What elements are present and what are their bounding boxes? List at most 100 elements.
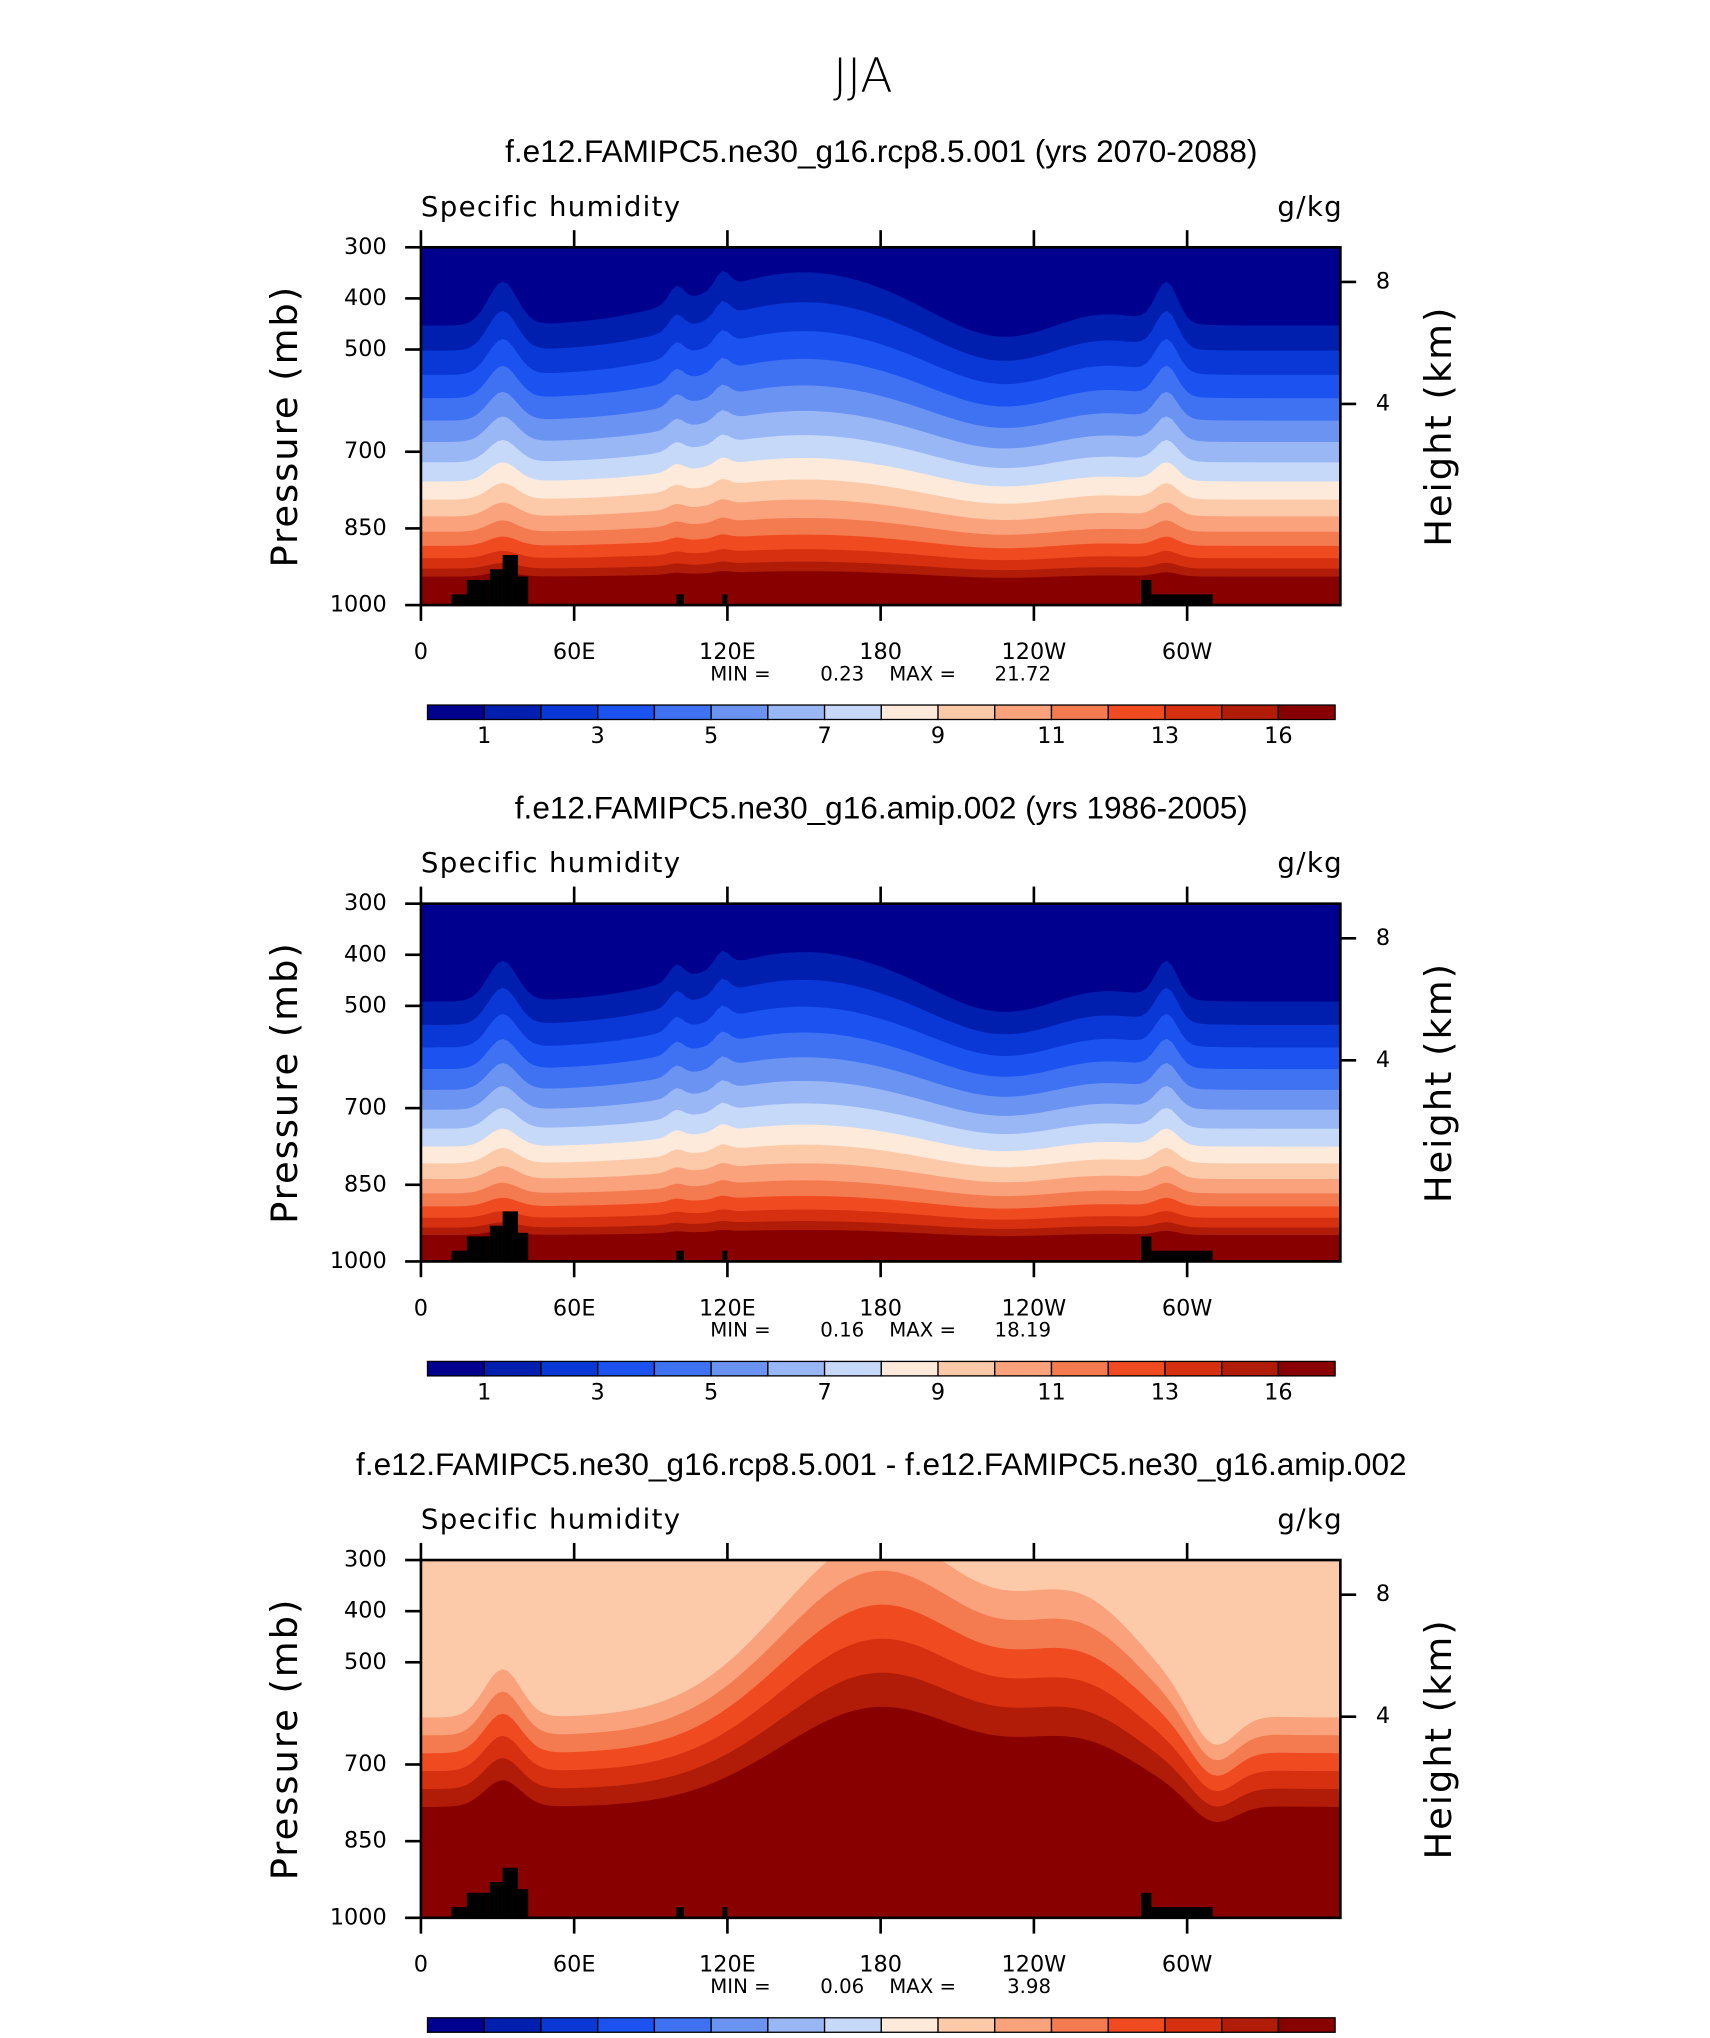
colorbar-box — [426, 2017, 485, 2033]
terrain — [722, 594, 728, 606]
min-value: 0.06 — [820, 1975, 864, 1998]
x-tick-label: 120W — [1001, 1952, 1066, 1978]
colorbar-label: −1.5 — [514, 2036, 568, 2038]
min-label: MIN = — [710, 1319, 770, 1342]
x-tick-label: 180 — [859, 1952, 902, 1978]
colorbar-box — [1050, 704, 1109, 721]
y2-tick-label: 8 — [1376, 925, 1390, 951]
panel-title: f.e12.FAMIPC5.ne30_g16.rcp8.5.001 - f.e1… — [356, 1446, 1406, 1482]
x-tick-label: 60W — [1162, 639, 1213, 665]
y-tick-label: 400 — [344, 941, 387, 967]
y-axis-label: Pressure (mb) — [263, 285, 306, 568]
colorbar-box — [1164, 704, 1223, 721]
colorbar-box — [767, 1360, 826, 1377]
x-tick-label: 60E — [553, 1952, 596, 1978]
min-label: MIN = — [710, 1975, 770, 1998]
y2-tick-label: 4 — [1376, 390, 1390, 416]
contour-field — [420, 247, 1341, 606]
x-tick-label: 120W — [1001, 639, 1066, 665]
terrain — [489, 569, 503, 606]
colorbar-box — [823, 1360, 882, 1377]
colorbar-box — [1050, 1360, 1109, 1377]
y-tick-label: 500 — [344, 336, 387, 362]
x-tick-label: 60W — [1162, 1952, 1213, 1978]
y-tick-label: 300 — [344, 890, 387, 916]
colorbar-box — [1164, 2017, 1223, 2033]
min-value: 0.23 — [820, 662, 864, 685]
y-tick-label: 300 — [344, 234, 387, 260]
y-tick-label: 400 — [344, 1598, 387, 1624]
terrain — [517, 1232, 529, 1262]
colorbar-box — [710, 2017, 769, 2033]
x-tick-label: 120E — [699, 639, 756, 665]
colorbar-box — [426, 1360, 485, 1377]
figure-title: JJA — [833, 49, 892, 104]
colorbar-box — [540, 1360, 599, 1377]
terrain — [451, 1907, 467, 1918]
y-tick-label: 500 — [344, 992, 387, 1018]
colorbar-label: 5 — [704, 1379, 718, 1405]
colorbar-box — [1107, 1360, 1166, 1377]
terrain — [451, 594, 467, 606]
colorbar-box — [1164, 1360, 1223, 1377]
right-label: g/kg — [1277, 846, 1343, 879]
colorbar-box — [823, 704, 882, 721]
colorbar-label: 7 — [817, 1379, 831, 1405]
x-tick-label: 60W — [1162, 1295, 1213, 1321]
max-label: MAX = — [889, 1975, 956, 1998]
colorbar-box — [767, 2017, 826, 2033]
max-value: 21.72 — [995, 662, 1051, 685]
terrain — [722, 1250, 728, 1262]
max-label: MAX = — [889, 1319, 956, 1342]
y-tick-label: 1000 — [330, 592, 387, 618]
colorbar-box — [426, 704, 485, 721]
x-tick-label: 0 — [414, 639, 428, 665]
colorbar-label: 3 — [591, 1379, 605, 1405]
y2-tick-label: 8 — [1376, 268, 1390, 294]
terrain — [489, 1225, 503, 1262]
max-label: MAX = — [889, 662, 956, 685]
y-tick-label: 850 — [344, 1828, 387, 1854]
min-label: MIN = — [710, 662, 770, 685]
colorbar-label: 1 — [477, 723, 491, 749]
y-tick-label: 1000 — [330, 1248, 387, 1274]
y2-axis-label: Height (km) — [1417, 962, 1460, 1203]
terrain — [489, 1882, 503, 1918]
colorbar-box — [994, 1360, 1053, 1377]
terrain — [466, 1236, 490, 1262]
colorbar-box — [767, 704, 826, 721]
colorbar-box — [1221, 2017, 1280, 2033]
y-tick-label: 400 — [344, 285, 387, 311]
y2-tick-label: 4 — [1376, 1703, 1390, 1729]
colorbar-box — [937, 2017, 996, 2033]
colorbar-box — [653, 2017, 712, 2033]
colorbar-box — [823, 2017, 882, 2033]
colorbar-label: 3 — [591, 723, 605, 749]
y-tick-label: 850 — [344, 515, 387, 541]
colorbar-label: 1 — [477, 1379, 491, 1405]
max-value: 3.98 — [1007, 1975, 1051, 1998]
colorbar-box — [483, 1360, 542, 1377]
terrain — [451, 1250, 467, 1262]
colorbar-box — [937, 1360, 996, 1377]
colorbar-box — [710, 1360, 769, 1377]
terrain — [466, 1892, 490, 1918]
colorbar-box — [1050, 2017, 1109, 2033]
colorbar-box — [880, 1360, 939, 1377]
colorbar-box — [597, 1360, 656, 1377]
x-tick-label: 60E — [553, 639, 596, 665]
colorbar-box — [483, 704, 542, 721]
y-tick-label: 700 — [344, 1751, 387, 1777]
colorbar-label: 0 — [874, 2036, 888, 2038]
colorbar-box — [653, 704, 712, 721]
terrain — [1151, 1250, 1213, 1262]
colorbar-box — [1277, 704, 1336, 721]
colorbar-box — [1221, 704, 1280, 721]
terrain — [676, 594, 684, 606]
contour-fill — [420, 1229, 1341, 1262]
colorbar-box — [597, 2017, 656, 2033]
colorbar-label: 5 — [704, 723, 718, 749]
terrain — [1151, 1907, 1213, 1918]
colorbar-label: 11 — [1037, 1379, 1065, 1405]
